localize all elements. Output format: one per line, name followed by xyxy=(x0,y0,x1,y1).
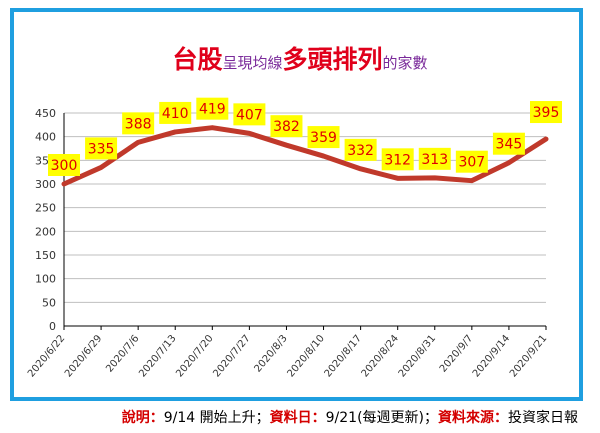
title-part-3: 多頭排列 xyxy=(282,45,383,74)
title-part-1: 台股 xyxy=(172,45,223,74)
data-label-bg xyxy=(418,147,451,170)
footer-date-text: 9/21(每週更新)； xyxy=(325,410,438,426)
data-label: 382 xyxy=(273,119,300,135)
data-label-bg xyxy=(492,132,525,155)
data-label-bg xyxy=(159,101,192,124)
data-label-bg xyxy=(85,137,118,160)
footer-source-text: 投資家日報 xyxy=(508,410,578,426)
x-tick-label: 2020/9/7 xyxy=(438,333,475,374)
x-tick-label: 2020/6/22 xyxy=(26,333,67,379)
data-label: 410 xyxy=(162,106,189,122)
chart-title: 台股呈現均線多頭排列的家數 xyxy=(0,40,600,76)
data-label: 300 xyxy=(51,158,78,174)
footer-date-label: 資料日： xyxy=(269,410,326,426)
y-tick-label: 100 xyxy=(35,273,56,286)
data-label-bg xyxy=(270,115,303,138)
data-label-bg xyxy=(381,148,414,171)
footer-note-label: 說明： xyxy=(121,410,164,426)
data-label: 359 xyxy=(310,130,337,146)
x-tick-label: 2020/7/13 xyxy=(137,333,178,379)
x-tick-label: 2020/8/17 xyxy=(323,333,364,379)
x-tick-label: 2020/9/14 xyxy=(471,333,512,379)
data-label: 313 xyxy=(421,152,448,168)
x-tick-label: 2020/7/6 xyxy=(104,333,141,374)
data-label-bg xyxy=(122,112,155,135)
chart-frame xyxy=(10,8,583,401)
data-label: 312 xyxy=(384,152,411,168)
footer-note-text: 9/14 開始上升； xyxy=(163,410,270,426)
data-label: 388 xyxy=(125,116,152,132)
y-tick-label: 0 xyxy=(49,320,56,333)
data-label-bg xyxy=(344,138,377,161)
y-tick-label: 150 xyxy=(35,249,56,262)
footer-note: 說明：9/14 開始上升；資料日：9/21(每週更新)；資料來源：投資家日報 xyxy=(122,407,578,427)
data-label: 332 xyxy=(347,143,374,159)
y-tick-label: 200 xyxy=(35,225,56,238)
data-label: 335 xyxy=(88,141,115,157)
x-tick-label: 2020/9/21 xyxy=(508,333,549,379)
data-label: 395 xyxy=(533,105,560,121)
x-tick-label: 2020/7/27 xyxy=(211,333,252,379)
data-label-bg xyxy=(307,126,340,149)
x-tick-label: 2020/8/31 xyxy=(397,333,438,379)
data-label-bg xyxy=(233,103,266,126)
data-label-bg xyxy=(530,101,562,124)
x-tick-label: 2020/8/10 xyxy=(286,333,327,379)
x-tick-label: 2020/8/3 xyxy=(253,333,290,374)
title-part-2: 呈現均線 xyxy=(222,54,283,72)
data-label: 407 xyxy=(236,107,263,123)
y-tick-label: 300 xyxy=(35,178,56,191)
x-tick-label: 2020/8/24 xyxy=(360,333,401,379)
y-tick-label: 50 xyxy=(42,296,56,309)
data-label: 345 xyxy=(496,137,523,153)
footer-source-label: 資料來源： xyxy=(438,410,508,426)
x-tick-label: 2020/7/20 xyxy=(174,333,215,379)
y-tick-label: 250 xyxy=(35,202,56,215)
data-label: 419 xyxy=(199,102,226,118)
x-tick-label: 2020/6/29 xyxy=(63,333,104,379)
data-label: 307 xyxy=(458,155,485,171)
title-part-4: 的家數 xyxy=(382,54,428,72)
data-label-bg xyxy=(455,150,488,173)
series-line xyxy=(61,125,549,187)
y-tick-label: 400 xyxy=(35,131,56,144)
y-tick-label: 450 xyxy=(35,107,56,120)
data-label-bg xyxy=(196,97,229,120)
data-label-bg xyxy=(48,154,80,176)
